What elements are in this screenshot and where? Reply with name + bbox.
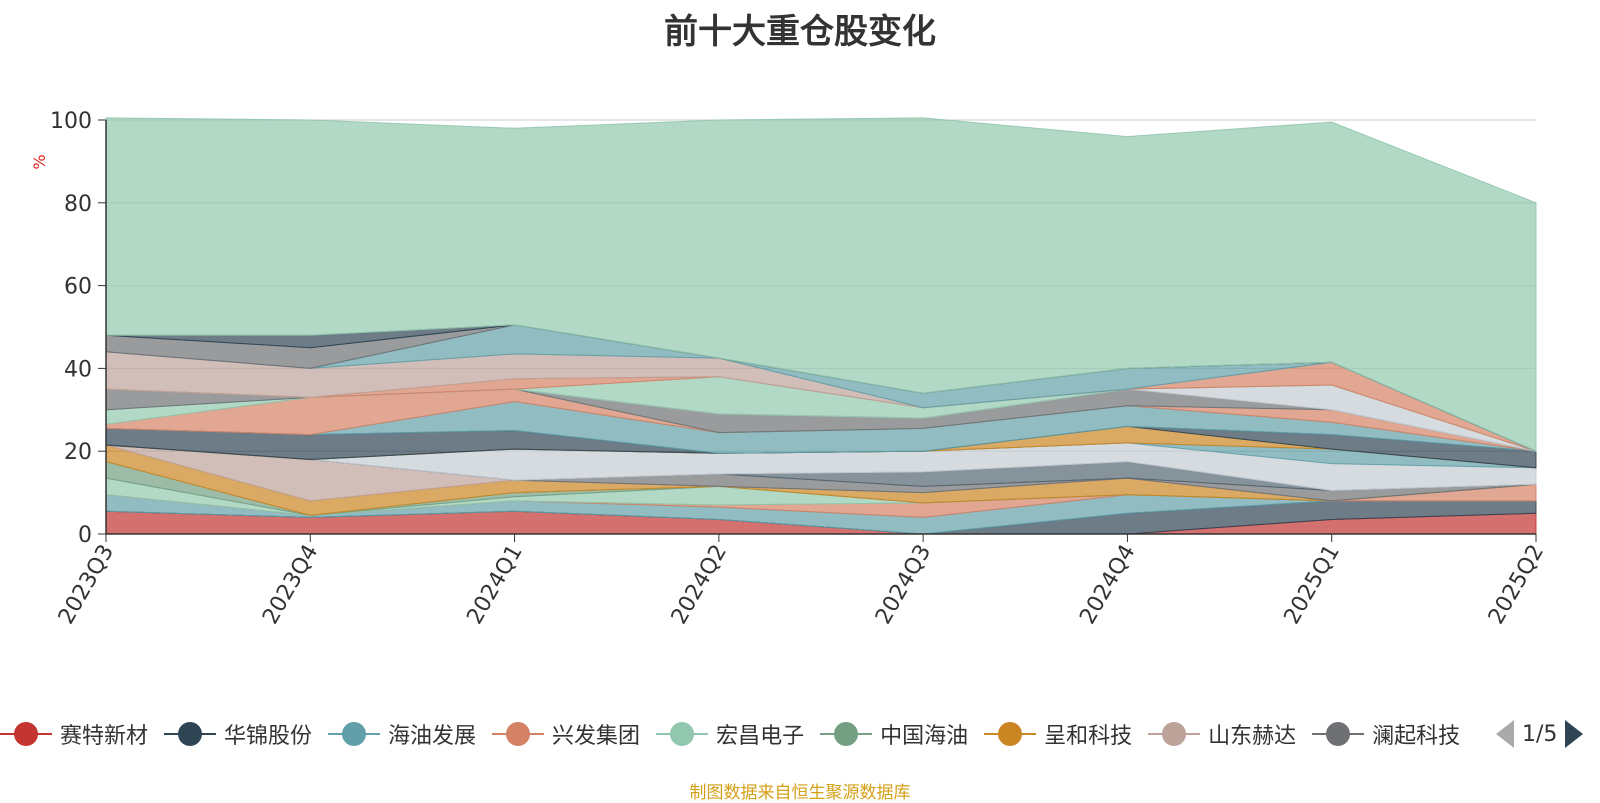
- area-series: [105, 117, 1537, 535]
- legend-item[interactable]: 赛特新材: [0, 716, 148, 752]
- legend-item[interactable]: 中国海油: [820, 716, 968, 752]
- x-tick-label: 2023Q3: [54, 541, 119, 629]
- legend-label: 华锦股份: [224, 724, 313, 749]
- y-tick-label: 0: [78, 523, 92, 548]
- pager-page-indicator: 1/5: [1522, 721, 1558, 747]
- legend-item[interactable]: 宏昌电子: [656, 716, 804, 752]
- legend-label: 呈和科技: [1044, 724, 1133, 749]
- y-axis-unit: %: [30, 154, 49, 169]
- chart-area: 0 20 40 60 80 100 2023Q3 2023Q4 2024Q1 2024Q2 2024…: [30, 109, 1549, 629]
- legend-label: 中国海油: [880, 724, 969, 749]
- legend-circle-icon: [984, 722, 1037, 746]
- source-note: 制图数据来自恒生聚源数据库: [689, 783, 911, 803]
- y-tick-label: 100: [50, 109, 92, 134]
- y-tick-label: 20: [64, 440, 92, 465]
- legend-pager: 1/5: [1496, 716, 1600, 752]
- legend-label: 山东赫达: [1208, 724, 1297, 749]
- y-tick-label: 60: [64, 275, 92, 300]
- axes: [98, 119, 1537, 542]
- legend-item[interactable]: 兴发集团: [492, 716, 640, 752]
- legend-circle-icon: [1312, 722, 1365, 746]
- legend-item[interactable]: 海油发展: [328, 716, 476, 752]
- legend-label: 赛特新材: [60, 724, 149, 749]
- x-tick-label: 2024Q2: [667, 541, 732, 629]
- legend-circle-icon: [656, 722, 709, 746]
- x-tick-label: 2025Q2: [1484, 541, 1549, 629]
- legend-item[interactable]: 华锦股份: [164, 716, 312, 752]
- chart-title: 前十大重仓股变化: [664, 12, 936, 52]
- legend-circle-icon: [0, 722, 52, 746]
- x-tick-label: 2024Q3: [871, 541, 936, 629]
- legend-circle-icon: [328, 722, 381, 746]
- y-tick-label: 80: [64, 192, 92, 217]
- legend-item[interactable]: 呈和科技: [984, 716, 1132, 752]
- area-series-26[interactable]: [105, 117, 1537, 452]
- pager-prev-icon[interactable]: [1496, 720, 1514, 748]
- legend-label: 澜起科技: [1372, 724, 1461, 749]
- legend-circle-icon: [164, 722, 217, 746]
- legend: 赛特新材 华锦股份 海油发展 兴发集团 宏昌电子 中国海油 呈和科技 山东赫达 澜起科技: [0, 716, 1480, 752]
- legend-label: 海油发展: [388, 724, 477, 749]
- x-tick-label: 2023Q4: [258, 541, 323, 629]
- legend-item[interactable]: 山东赫达: [1148, 716, 1296, 752]
- legend-circle-icon: [1148, 722, 1201, 746]
- legend-label: 宏昌电子: [716, 724, 805, 749]
- pager-next-icon[interactable]: [1565, 720, 1584, 748]
- legend-circle-icon: [820, 722, 873, 746]
- legend-label: 兴发集团: [552, 724, 641, 749]
- legend-item[interactable]: 澜起科技: [1312, 716, 1460, 752]
- legend-circle-icon: [492, 722, 545, 746]
- y-tick-label: 40: [64, 357, 92, 382]
- x-tick-label: 2024Q4: [1075, 541, 1140, 629]
- x-tick-label: 2025Q1: [1280, 541, 1345, 629]
- x-tick-label: 2024Q1: [462, 541, 527, 629]
